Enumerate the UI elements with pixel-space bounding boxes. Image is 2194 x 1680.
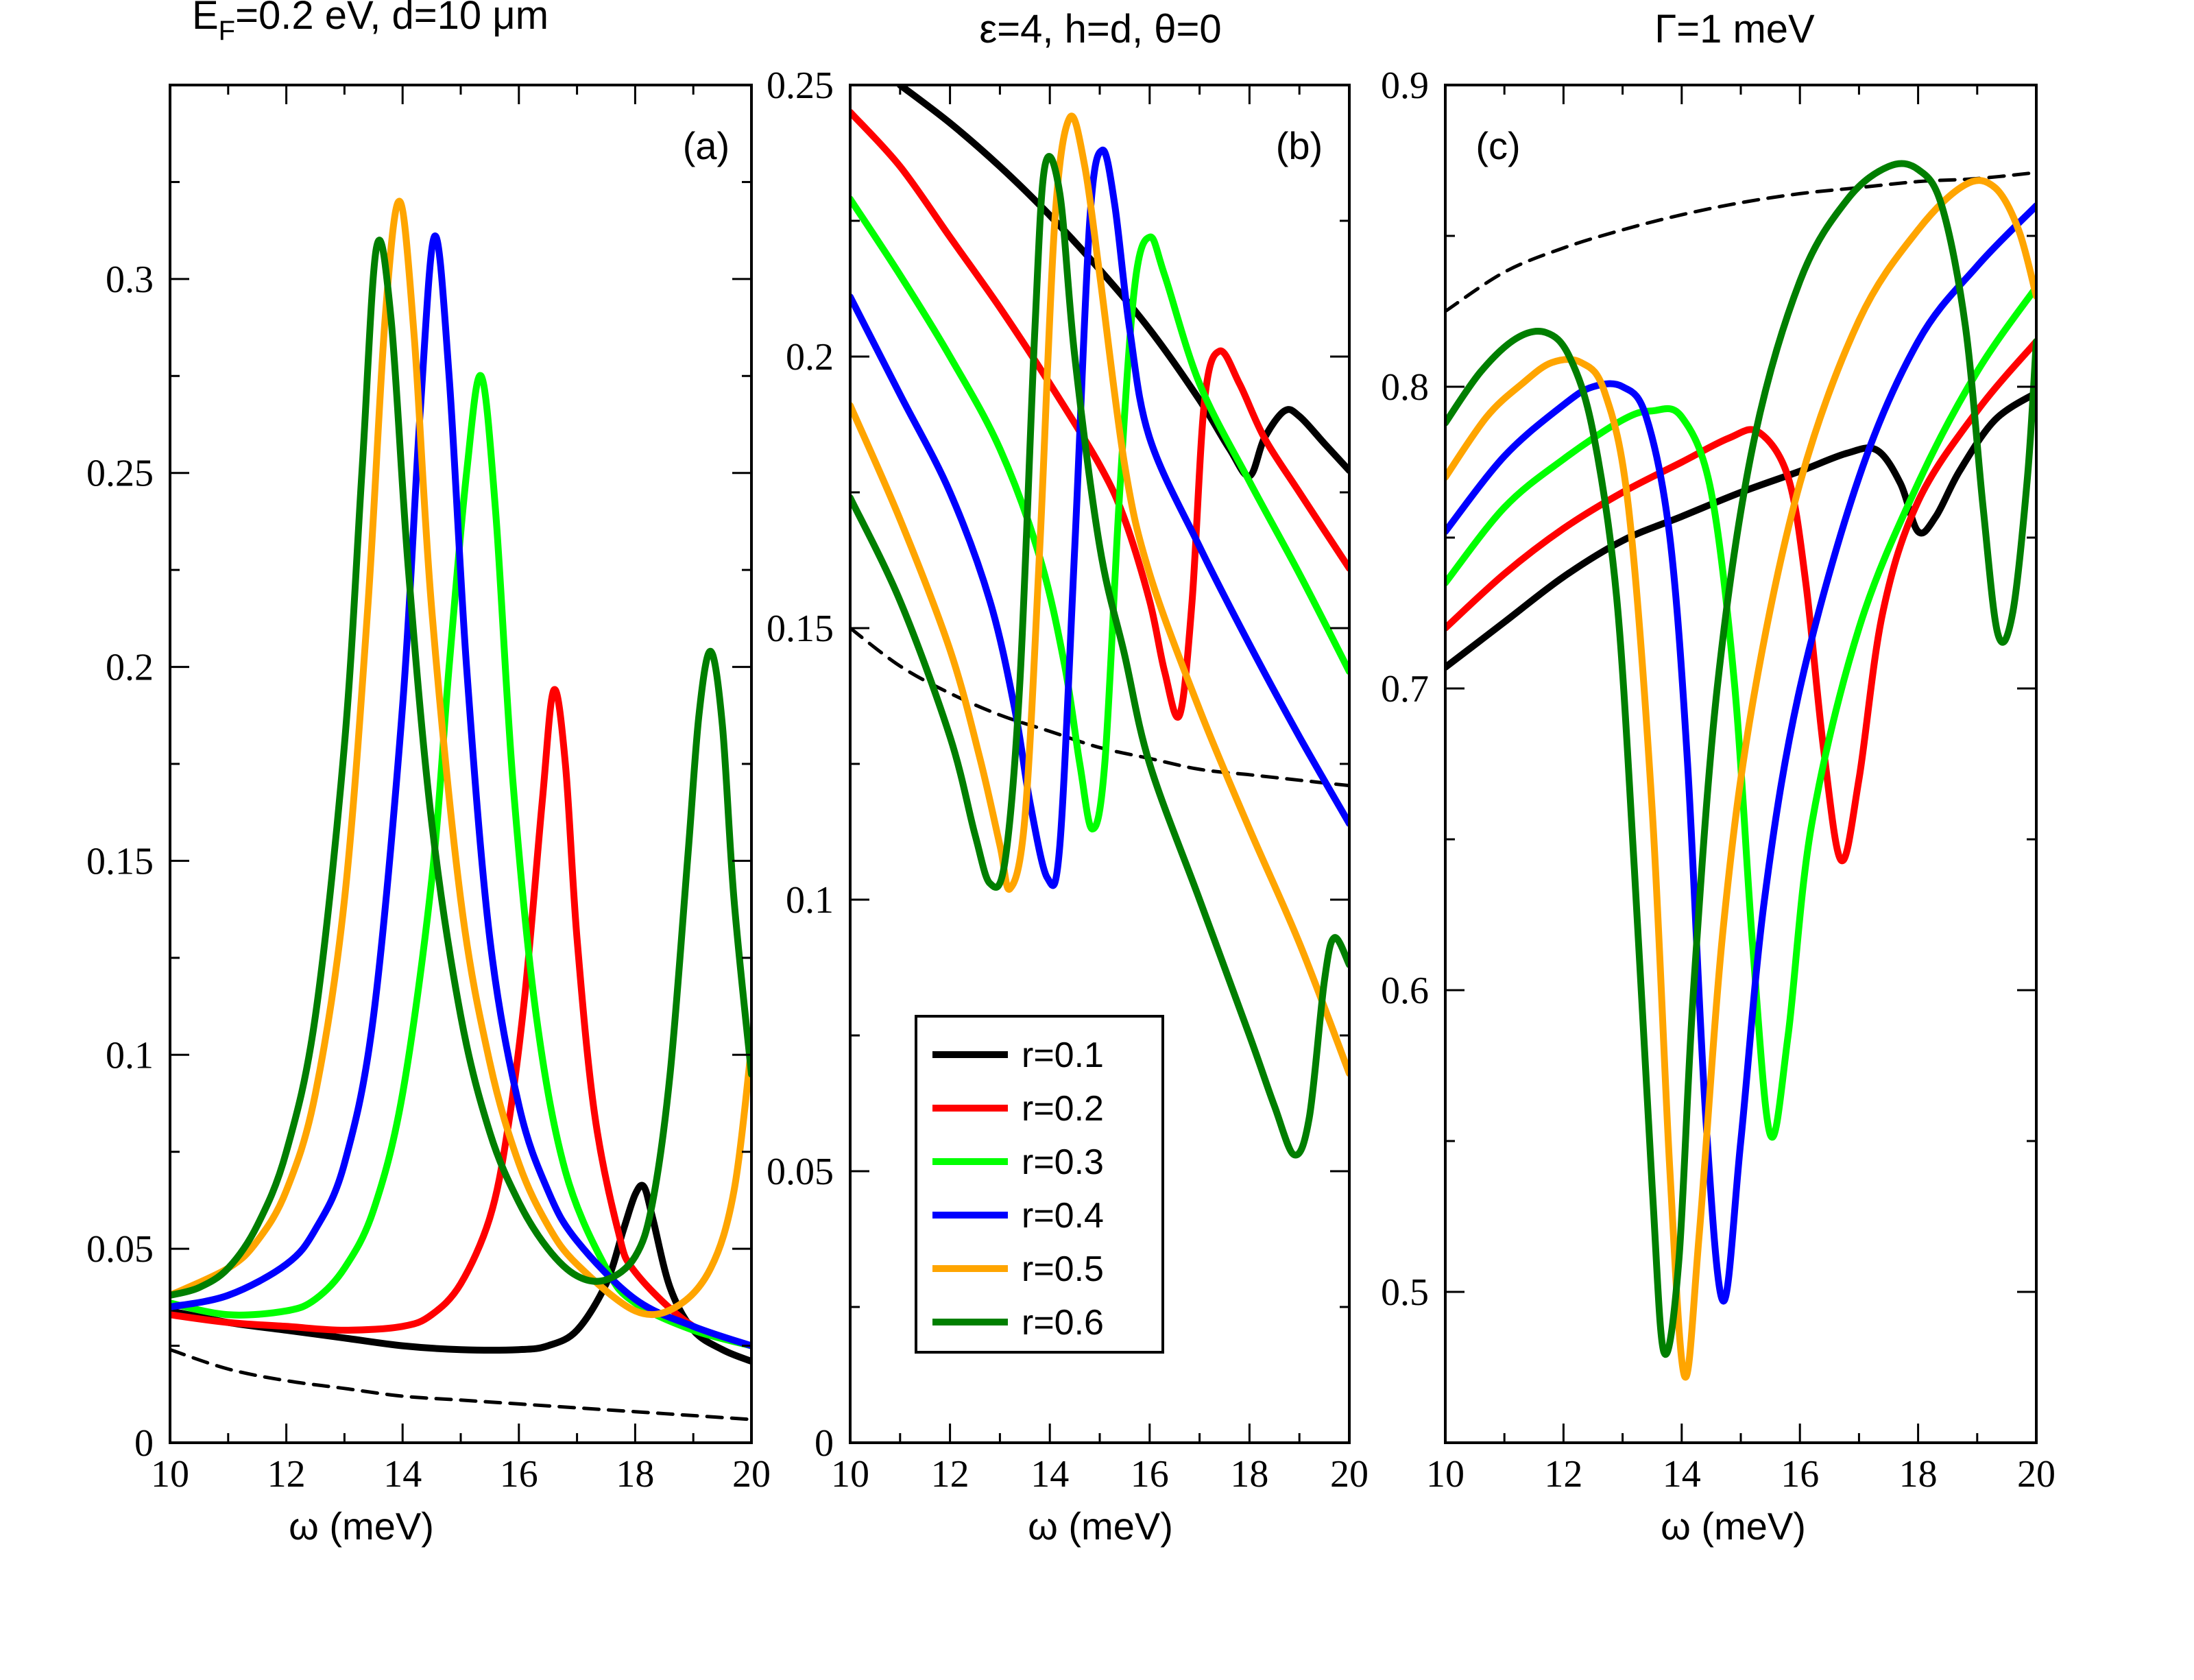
panel-a-ytick-label: 0.1 [106, 1034, 154, 1077]
panel-b-line-r-0-6 [850, 153, 1349, 1159]
panel-a-ytick-label: 0.2 [106, 647, 154, 689]
panel-c-ticks: 10 12 14 16 18 20 0.5 0.6 0.7 0.8 0.9 [1381, 64, 2056, 1496]
legend-label-r-0-3: r=0.3 [1022, 1142, 1104, 1182]
panel-a-ytick-label: 0.05 [86, 1228, 154, 1271]
panel-b-xtick-label: 12 [931, 1453, 969, 1496]
panel-b-xtick-label: 20 [1330, 1453, 1369, 1496]
panel-a-line-dashed-reference [170, 1347, 751, 1421]
panel-b-frame [849, 84, 1351, 1444]
panel-a-xlabel: ω (meV) [289, 1504, 434, 1548]
panel-a-xtick-label: 18 [616, 1453, 654, 1496]
panel-c-tag: (c) [1475, 124, 1520, 167]
panel-a-title-prefix: E [192, 0, 219, 38]
panel-a-xtick-label: 10 [151, 1453, 189, 1496]
panel-b-line-r-0-3 [850, 195, 1349, 832]
panel-b-line-dashed-reference [850, 626, 1349, 788]
panel-a-ytick-label: 0.15 [86, 840, 154, 883]
panel-a-ticks: 10 12 14 16 18 20 0 0.05 0.1 0.15 0.2 0.25 0.3 [86, 84, 771, 1496]
panel-a-ytick-label: 0 [134, 1422, 154, 1465]
legend-label-r-0-6: r=0.6 [1022, 1303, 1104, 1343]
panel-c-line-r-0-4 [1445, 202, 2036, 1305]
panel-c-frame [1444, 84, 2038, 1444]
legend-label-r-0-5: r=0.5 [1022, 1249, 1104, 1289]
panel-a-line-r-0-3 [170, 372, 751, 1349]
panel-c-line-dashed-reference [1445, 171, 2036, 313]
panel-b-line-r-0-5 [850, 112, 1349, 1077]
panel-a-series [170, 197, 751, 1421]
panel-c-ytick-label: 0.6 [1381, 970, 1429, 1012]
panel-c-line-r-0-5 [1445, 177, 2036, 1381]
panel-a-title-suffix: =0.2 eV, d=10 μm [235, 0, 548, 38]
panel-c-xtick-label: 10 [1426, 1453, 1464, 1496]
panel-b-xtick-label: 18 [1230, 1453, 1268, 1496]
panel-c-xtick-label: 20 [2017, 1453, 2056, 1496]
legend-label-r-0-4: r=0.4 [1022, 1196, 1104, 1236]
panel-b-line-r-0-1 [896, 85, 1349, 480]
panel-b-ytick-label: 0.25 [767, 64, 834, 107]
panel-a-line-r-0-1 [170, 1181, 751, 1365]
panel-c-ytick-label: 0.9 [1381, 64, 1429, 107]
panel-a-line-r-0-4 [170, 232, 751, 1349]
panel-c-series [1445, 160, 2036, 1381]
panel-a-xtick-label: 14 [383, 1453, 422, 1496]
legend: r=0.1 r=0.2 r=0.3 r=0.4 r=0.5 r=0.6 [915, 1015, 1164, 1354]
panel-a-line-r-0-6 [170, 237, 751, 1299]
panel-a-line-r-0-5 [170, 197, 751, 1319]
panel-b: 10 12 14 16 18 20 0 0.05 0.1 0.15 0.2 0.25 ε=4, h=d… [767, 7, 1369, 1548]
panel-a-frame [169, 84, 753, 1444]
panel-c: 10 12 14 16 18 200.50.60.70.80.9 Γ=1 meV (c) … [1381, 7, 2056, 1548]
panel-a-tag: (a) [683, 124, 730, 167]
panel-c-line-r-0-6 [1445, 160, 2036, 1358]
panel-b-ytick-label: 0.2 [786, 336, 834, 379]
panel-a-ytick-label: 0.3 [106, 259, 154, 301]
panel-a-title: EF=0.2 eV, d=10 μm [192, 0, 548, 46]
panel-b-series [850, 85, 1349, 1159]
panel-b-xtick-label: 14 [1030, 1453, 1069, 1496]
panel-c-xtick-label: 12 [1544, 1453, 1582, 1496]
panel-c-line-r-0-1 [1445, 389, 2036, 671]
panel-c-ytick-label: 0.8 [1381, 366, 1429, 409]
panel-c-ytick-label: 0.7 [1381, 668, 1429, 710]
panel-b-ytick-label: 0.1 [786, 879, 834, 922]
panel-a-ytick-label: 0.25 [86, 453, 154, 495]
panel-c-xtick-label: 14 [1663, 1453, 1701, 1496]
panel-b-ytick-label: 0.15 [767, 608, 834, 650]
panel-c-xtick-label: 16 [1781, 1453, 1819, 1496]
legend-entries: r=0.1 r=0.2 r=0.3 r=0.4 r=0.5 r=0.6 [932, 1035, 1104, 1343]
panel-b-ytick-label: 0.05 [767, 1151, 834, 1193]
panel-c-title: Γ=1 meV [1654, 7, 1815, 51]
panel-b-xtick-label: 16 [1131, 1453, 1169, 1496]
panel-b-ticks: 10 12 14 16 18 20 0 0.05 0.1 0.15 0.2 0.25 [767, 64, 1369, 1496]
panel-c-ytick-label: 0.5 [1381, 1271, 1429, 1314]
panel-b-xtick-label: 10 [831, 1453, 869, 1496]
panel-a: 10 12 14 16 18 20 0 0.05 0.1 0.15 0.2 0.25 0.3 EF=0.… [86, 0, 771, 1548]
panel-b-title: ε=4, h=d, θ=0 [979, 7, 1221, 51]
panel-a-xtick-label: 16 [500, 1453, 538, 1496]
panel-b-tag: (b) [1276, 124, 1323, 167]
panel-a-title-subscript: F [219, 16, 235, 46]
legend-label-r-0-1: r=0.1 [1022, 1035, 1104, 1075]
panel-c-xtick-label: 18 [1899, 1453, 1938, 1496]
panel-b-line-r-0-2 [850, 108, 1349, 721]
panel-a-xtick-label: 12 [267, 1453, 306, 1496]
panel-a-line-r-0-2 [170, 686, 751, 1349]
panel-b-ytick-label: 0 [815, 1422, 834, 1465]
legend-box [915, 1015, 1164, 1354]
panel-b-xlabel: ω (meV) [1028, 1504, 1173, 1548]
panel-a-xtick-label: 20 [732, 1453, 771, 1496]
legend-label-r-0-2: r=0.2 [1022, 1089, 1104, 1129]
panel-c-xlabel: ω (meV) [1661, 1504, 1806, 1548]
